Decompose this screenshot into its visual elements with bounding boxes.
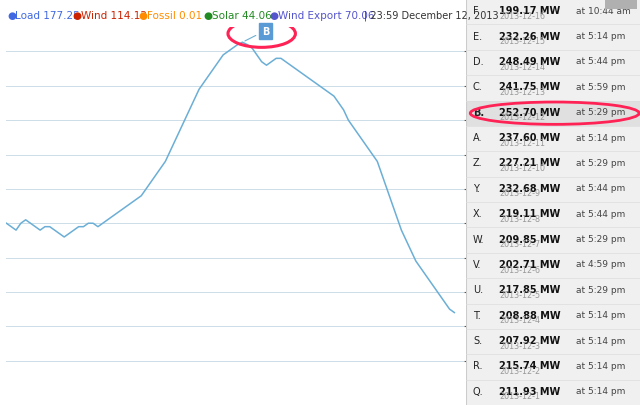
Text: Y.: Y. [473,183,480,193]
Text: 207.92 MW: 207.92 MW [499,335,560,345]
Text: B: B [245,27,269,42]
Text: Z.: Z. [473,158,483,168]
Text: S.: S. [473,335,482,345]
Text: V.: V. [473,259,481,269]
Text: 2013-12-10: 2013-12-10 [499,164,545,173]
Text: Q.: Q. [473,386,483,396]
Text: E.: E. [473,32,482,41]
FancyBboxPatch shape [466,279,640,304]
Text: at 5:14 pm: at 5:14 pm [575,386,625,395]
Text: Load 177.25: Load 177.25 [15,11,80,21]
Text: ●: ● [139,11,151,21]
FancyBboxPatch shape [466,76,640,101]
Text: 2013-12-3: 2013-12-3 [499,341,540,350]
Text: 241.75 MW: 241.75 MW [499,82,560,92]
Text: 2013-12-12: 2013-12-12 [499,113,545,122]
Text: 2013-12-14: 2013-12-14 [499,62,545,71]
FancyBboxPatch shape [466,228,640,253]
Text: 202.71 MW: 202.71 MW [499,259,560,269]
Text: at 5:14 pm: at 5:14 pm [575,336,625,345]
Text: at 5:44 pm: at 5:44 pm [575,184,625,193]
Text: 199.17 MW: 199.17 MW [499,6,560,16]
Text: 232.26 MW: 232.26 MW [499,32,560,41]
Text: 209.85 MW: 209.85 MW [499,234,561,244]
Text: Wind Export 70.06: Wind Export 70.06 [278,11,374,21]
Text: 2013-12-9: 2013-12-9 [499,189,540,198]
Text: U.: U. [473,285,483,294]
FancyBboxPatch shape [466,126,640,152]
Text: C.: C. [473,82,483,92]
Text: 2013-12-5: 2013-12-5 [499,290,540,299]
Text: at 5:59 pm: at 5:59 pm [575,83,625,92]
FancyBboxPatch shape [466,304,640,329]
Text: W.: W. [473,234,484,244]
Text: 208.88 MW: 208.88 MW [499,310,561,320]
Text: ●: ● [270,11,282,21]
Text: 2013-12-16: 2013-12-16 [499,12,545,21]
Text: 232.68 MW: 232.68 MW [499,183,561,193]
FancyBboxPatch shape [466,0,640,25]
Text: Wind 114.12: Wind 114.12 [81,11,147,21]
Text: 217.85 MW: 217.85 MW [499,285,561,294]
FancyBboxPatch shape [466,25,640,51]
Text: Solar 44.06: Solar 44.06 [212,11,272,21]
Text: at 5:14 pm: at 5:14 pm [575,133,625,142]
Text: X.: X. [473,209,483,219]
Text: B.: B. [473,107,484,117]
FancyBboxPatch shape [466,101,640,126]
Text: at 5:29 pm: at 5:29 pm [575,234,625,243]
FancyBboxPatch shape [466,177,640,202]
Text: 211.93 MW: 211.93 MW [499,386,560,396]
Text: 2013-12-1: 2013-12-1 [499,392,540,401]
FancyBboxPatch shape [466,202,640,228]
FancyBboxPatch shape [466,380,640,405]
Text: ●: ● [73,11,86,21]
FancyBboxPatch shape [466,152,640,177]
Text: 2013-12-4: 2013-12-4 [499,315,540,324]
Text: at 5:29 pm: at 5:29 pm [575,108,625,117]
Text: at 10:44 am: at 10:44 am [575,6,630,16]
Text: 2013-12-15: 2013-12-15 [499,37,545,46]
Text: at 5:29 pm: at 5:29 pm [575,285,625,294]
Text: R.: R. [473,360,483,371]
FancyBboxPatch shape [466,253,640,279]
Text: A.: A. [473,133,483,143]
Text: 252.70 MW: 252.70 MW [499,107,560,117]
Text: at 5:44 pm: at 5:44 pm [575,209,625,218]
Text: 2013-12-7: 2013-12-7 [499,240,540,249]
Text: at 5:14 pm: at 5:14 pm [575,361,625,370]
Text: at 5:14 pm: at 5:14 pm [575,32,625,41]
Text: 2013-12-8: 2013-12-8 [499,214,540,223]
Text: 248.49 MW: 248.49 MW [499,57,561,67]
Text: 219.11 MW: 219.11 MW [499,209,560,219]
Text: 227.21 MW: 227.21 MW [499,158,560,168]
Text: D.: D. [473,57,483,67]
Text: T.: T. [473,310,481,320]
Text: 215.74 MW: 215.74 MW [499,360,560,371]
Text: 2013-12-11: 2013-12-11 [499,139,545,147]
Text: Fossil 0.01: Fossil 0.01 [147,11,202,21]
Text: 2013-12-6: 2013-12-6 [499,265,540,274]
FancyBboxPatch shape [466,354,640,380]
Text: 2013-12-2: 2013-12-2 [499,366,540,375]
Text: at 5:29 pm: at 5:29 pm [575,158,625,168]
Text: | 23:59 December 12, 2013: | 23:59 December 12, 2013 [365,11,499,21]
FancyBboxPatch shape [466,51,640,76]
Text: at 5:44 pm: at 5:44 pm [575,57,625,66]
Text: at 5:14 pm: at 5:14 pm [575,310,625,320]
Text: 2013-12-13: 2013-12-13 [499,88,545,97]
Text: 237.60 MW: 237.60 MW [499,133,560,143]
Text: at 4:59 pm: at 4:59 pm [575,260,625,269]
FancyBboxPatch shape [605,1,637,10]
Text: F.: F. [473,6,480,16]
Text: ●: ● [8,11,20,21]
Text: ●: ● [205,11,217,21]
FancyBboxPatch shape [466,329,640,354]
